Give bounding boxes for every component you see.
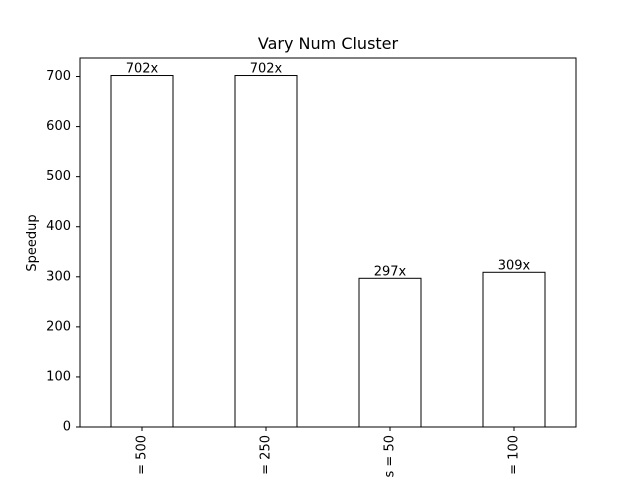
data-label-2: 702x	[250, 62, 283, 77]
x-tick-label-3: s = 50	[383, 435, 398, 477]
y-tick-label-100: 100	[46, 369, 71, 384]
y-tick-label-300: 300	[46, 269, 71, 284]
y-axis-ticks: 0 100 200 300 400 500 600 700	[46, 69, 80, 435]
x-tick-label-2: = 250	[259, 435, 274, 475]
bar-2	[234, 75, 298, 428]
bar-1	[110, 75, 174, 428]
y-tick-label-600: 600	[46, 119, 71, 134]
x-tick-label-1: = 500	[135, 435, 150, 475]
y-tick-label-500: 500	[46, 169, 71, 184]
y-axis-label: Speedup	[25, 214, 40, 271]
plot-area-frame	[79, 57, 577, 428]
y-tick-label-700: 700	[46, 69, 71, 84]
data-label-1: 702x	[126, 62, 159, 77]
y-tick-label-0: 0	[63, 420, 71, 435]
y-tick-label-200: 200	[46, 319, 71, 334]
bar-4	[482, 271, 546, 428]
bar-3	[358, 277, 422, 428]
y-tick-label-400: 400	[46, 219, 71, 234]
data-label-4: 309x	[498, 258, 531, 273]
bars-group	[110, 75, 546, 428]
x-tick-label-4: = 100	[507, 435, 522, 475]
data-labels-group: 702x 702x 297x 309x	[126, 62, 531, 280]
x-axis-ticks: = 500 = 250 s = 50 = 100	[135, 427, 522, 477]
data-label-3: 297x	[374, 264, 407, 279]
chart-title: Vary Num Cluster	[258, 34, 399, 53]
